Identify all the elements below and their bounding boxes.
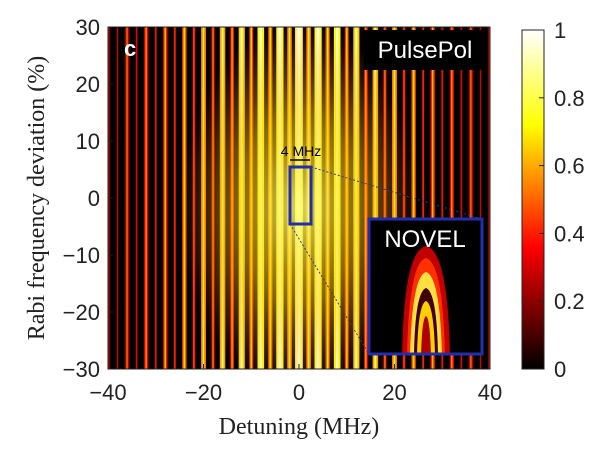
heatmap-band-core	[470, 27, 472, 369]
colorbar-ticks: 0 0.2 0.4 0.6 0.8 1	[539, 18, 585, 382]
heatmap-band-core	[136, 27, 138, 369]
inset-arches	[402, 246, 450, 354]
zoom-line-top	[310, 166, 483, 220]
heatmap-band-core	[441, 27, 443, 369]
colorbar-tick-label: 0.2	[554, 289, 585, 314]
colorbar-tick-label: 0.8	[554, 86, 585, 111]
title-box	[364, 30, 487, 70]
y-tick-label: 20	[76, 72, 100, 97]
y-tick-label: 10	[76, 129, 100, 154]
y-tick-label: 30	[76, 15, 100, 40]
heatmap-band-core	[164, 27, 166, 369]
inset-frame	[367, 217, 484, 356]
heatmap-band-core	[422, 27, 424, 369]
x-axis-ticks: −40 −20 0 20 40	[89, 364, 502, 405]
highlight-box	[288, 165, 313, 226]
heatmap-band-core	[155, 27, 157, 369]
heatmap-band-core	[174, 27, 176, 369]
width-label: 4 MHz	[281, 143, 321, 159]
heatmap-band-core	[117, 27, 118, 369]
heatmap-band-core	[460, 27, 462, 369]
x-tick-label: 40	[478, 380, 502, 405]
x-tick-label: 20	[382, 380, 406, 405]
y-tick-label: 0	[88, 186, 100, 211]
heatmap-plot-area	[107, 26, 491, 370]
y-tick-label: −30	[63, 357, 100, 382]
chart-title: PulsePol	[378, 37, 473, 64]
y-tick-label: −10	[63, 243, 100, 268]
x-tick-label: −40	[89, 380, 126, 405]
y-axis-label: Rabi frequency deviation (%)	[24, 56, 50, 341]
heatmap-band	[487, 27, 490, 369]
inset-label: NOVEL	[384, 226, 465, 253]
heatmap-band-core	[480, 27, 481, 369]
x-axis-label: Detuning (MHz)	[219, 414, 380, 440]
heatmap-band-core	[431, 27, 434, 369]
colorbar-tick-label: 0.4	[554, 221, 585, 246]
y-tick-label: −20	[63, 300, 100, 325]
zoom-line-bottom	[289, 223, 370, 355]
colorbar: 0 0.2 0.4 0.6 0.8 1	[521, 18, 585, 382]
colorbar-tick-label: 0.6	[554, 154, 585, 179]
heatmap-band-core	[126, 27, 128, 369]
heatmap-band-core	[145, 27, 147, 369]
panel-label: c	[124, 36, 136, 61]
x-tick-label: 0	[293, 380, 305, 405]
inset-panel: NOVEL	[367, 217, 484, 356]
inset-arch-core	[421, 316, 431, 354]
x-tick-label: −20	[185, 380, 222, 405]
colorbar-tick-label: 0	[554, 357, 566, 382]
colorbar-gradient	[521, 29, 545, 370]
colorbar-tick-label: 1	[554, 18, 566, 43]
y-axis-ticks: −30 −20 −10 0 10 20 30	[63, 15, 113, 382]
central-bright-region	[179, 27, 419, 369]
heatmap-band-core	[451, 27, 453, 369]
